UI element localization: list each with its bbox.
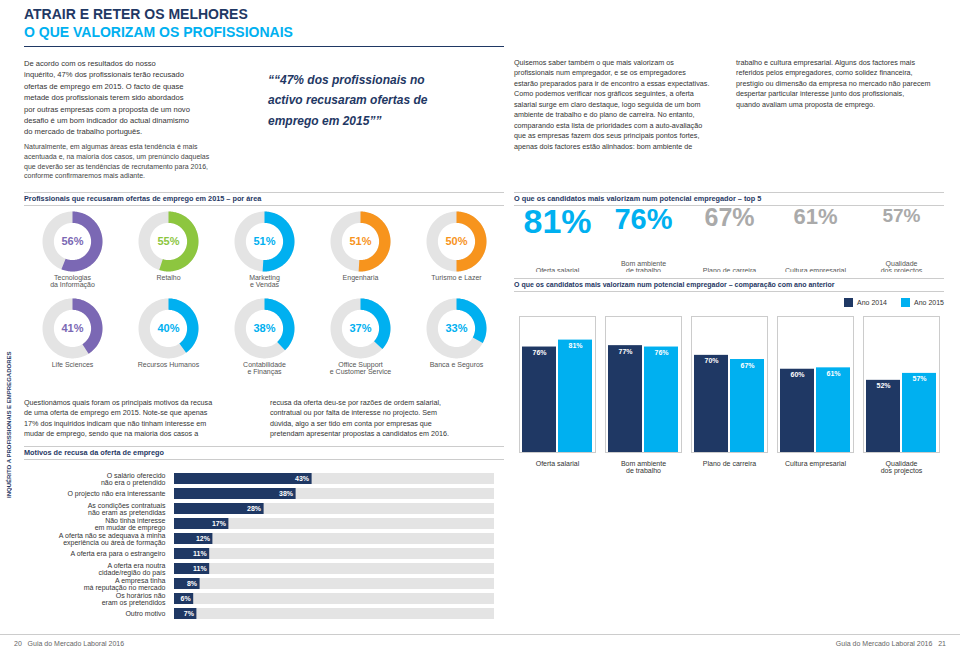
svg-text:7%: 7% xyxy=(184,610,195,617)
svg-text:Bom ambientede trabalho: Bom ambientede trabalho xyxy=(621,260,666,273)
svg-text:As condições contratuaisnão er: As condições contratuaisnão eram as pret… xyxy=(88,502,166,517)
svg-text:50%: 50% xyxy=(445,235,467,247)
svg-text:11%: 11% xyxy=(193,550,207,557)
svg-text:Engenharia: Engenharia xyxy=(343,274,379,282)
html-text:O QUE VALORIZAM OS PROFISSIONA: O QUE VALORIZAM OS PROFISSIONAIS xyxy=(24,24,293,40)
html-text:recusa da oferta deu-se por ra: recusa da oferta deu-se por razões de or… xyxy=(270,398,449,439)
svg-text:28%: 28% xyxy=(247,505,262,512)
svg-text:17%: 17% xyxy=(212,520,227,527)
svg-text:60%: 60% xyxy=(790,371,805,378)
html-text:Quisemos saber também o que ma: Quisemos saber também o que mais valoriz… xyxy=(514,58,710,151)
svg-text:40%: 40% xyxy=(157,322,179,334)
svg-text:76%: 76% xyxy=(654,349,669,356)
svg-text:Recursos Humanos: Recursos Humanos xyxy=(138,361,200,368)
svg-text:Cultura empresarial: Cultura empresarial xyxy=(785,460,847,468)
html-text:Profissionais que recusaram of: Profissionais que recusaram ofertas de e… xyxy=(24,194,262,203)
html-text:trabalho e cultura empresarial: trabalho e cultura empresarial. Alguns d… xyxy=(736,58,931,109)
svg-text:Outro motivo: Outro motivo xyxy=(125,610,165,617)
svg-text:Banca e Seguros: Banca e Seguros xyxy=(430,361,484,369)
html-text:Guia do Mercado Laboral 2016 2: Guia do Mercado Laboral 2016 21 xyxy=(835,640,946,647)
svg-text:Contabilidadee Finanças: Contabilidadee Finanças xyxy=(243,361,286,376)
svg-text:Qualidadedos projectos: Qualidadedos projectos xyxy=(881,260,923,273)
svg-text:38%: 38% xyxy=(279,490,294,497)
svg-text:Tecnologiasda Informação: Tecnologiasda Informação xyxy=(50,274,95,289)
html-text:Ano 2014: Ano 2014 xyxy=(857,298,887,306)
svg-text:77%: 77% xyxy=(618,348,633,355)
svg-text:67%: 67% xyxy=(740,361,755,368)
svg-text:Office Supporte Customer Servi: Office Supporte Customer Service xyxy=(330,361,392,375)
html-text:O que os candidatos mais valor: O que os candidatos mais valorizam num p… xyxy=(514,194,762,203)
svg-text:A oferta era para o estrangeir: A oferta era para o estrangeiro xyxy=(71,550,166,558)
html-text:Questionámos quais foram os pr: Questionámos quais foram os principais m… xyxy=(24,398,213,439)
svg-text:55%: 55% xyxy=(157,235,179,247)
svg-text:Bom ambientede trabalho: Bom ambientede trabalho xyxy=(621,460,666,474)
svg-text:12%: 12% xyxy=(196,535,211,542)
svg-text:76%: 76% xyxy=(532,349,547,356)
html-text:Motivos de recusa da oferta de: Motivos de recusa da oferta de emprego xyxy=(24,448,164,457)
svg-text:Não tinha interesseem mudar de: Não tinha interesseem mudar de emprego xyxy=(95,517,166,532)
svg-text:76%: 76% xyxy=(614,208,672,235)
svg-text:57%: 57% xyxy=(912,375,927,382)
svg-text:A empresa tinhamá reputação no: A empresa tinhamá reputação no mercado xyxy=(84,577,166,592)
svg-text:61%: 61% xyxy=(826,370,841,377)
svg-text:Life Sciences: Life Sciences xyxy=(52,361,94,368)
svg-text:Cultura empresarial: Cultura empresarial xyxy=(785,267,847,273)
svg-text:57%: 57% xyxy=(882,208,920,226)
html-text:ATRAIR E RETER OS MELHORES: ATRAIR E RETER OS MELHORES xyxy=(24,6,248,22)
svg-text:61%: 61% xyxy=(793,208,837,229)
svg-text:51%: 51% xyxy=(349,235,371,247)
svg-text:Plano de carreira: Plano de carreira xyxy=(703,460,756,467)
svg-text:A oferta não se adequava à min: A oferta não se adequava à minhaexperiên… xyxy=(59,532,166,547)
svg-text:51%: 51% xyxy=(253,235,275,247)
html-text:O que os candidatos mais valor: O que os candidatos mais valorizam num p… xyxy=(514,281,835,288)
svg-text:Retalho: Retalho xyxy=(156,274,180,281)
svg-text:Turismo e Lazer: Turismo e Lazer xyxy=(431,274,482,281)
svg-text:70%: 70% xyxy=(704,357,719,364)
svg-text:O projecto não era interessant: O projecto não era interessante xyxy=(67,490,165,498)
svg-text:11%: 11% xyxy=(193,565,207,572)
html-text:INQUÉRITO A PROFISSIONAIS E EM: INQUÉRITO A PROFISSIONAIS E EMPREGADORES xyxy=(6,351,12,499)
html-text:20 Guia do Mercado Laboral 201: 20 Guia do Mercado Laboral 2016 xyxy=(14,640,125,647)
svg-text:67%: 67% xyxy=(704,208,754,231)
svg-text:O salário oferecidonão era o p: O salário oferecidonão era o pretendido xyxy=(101,472,166,487)
svg-text:6%: 6% xyxy=(181,595,192,602)
svg-text:Oferta salarial: Oferta salarial xyxy=(536,460,580,467)
svg-text:33%: 33% xyxy=(445,322,467,334)
svg-text:56%: 56% xyxy=(61,235,83,247)
svg-text:37%: 37% xyxy=(349,322,371,334)
svg-text:Marketinge Vendas: Marketinge Vendas xyxy=(249,274,280,288)
svg-text:81%: 81% xyxy=(523,208,591,240)
svg-text:Oferta salarial: Oferta salarial xyxy=(536,267,580,273)
html-text:Naturalmente, em algumas áreas: Naturalmente, em algumas áreas esta tend… xyxy=(24,143,210,180)
svg-text:8%: 8% xyxy=(187,580,198,587)
html-text:De acordo com os resultados do: De acordo com os resultados do nosso inq… xyxy=(24,59,190,137)
svg-text:Plano de carreira: Plano de carreira xyxy=(703,267,756,273)
svg-text:Os horários nãoeram os pretend: Os horários nãoeram os pretendidos xyxy=(102,592,166,607)
svg-text:43%: 43% xyxy=(295,475,310,482)
svg-text:41%: 41% xyxy=(61,322,83,334)
html-text:““47% dos profissionais no act: ““47% dos profissionais no activo recusa… xyxy=(268,73,428,128)
svg-text:81%: 81% xyxy=(568,342,583,349)
svg-text:Qualidadedos projectos: Qualidadedos projectos xyxy=(881,460,923,475)
html-text:Ano 2015: Ano 2015 xyxy=(914,298,944,306)
svg-text:52%: 52% xyxy=(876,382,891,389)
svg-text:38%: 38% xyxy=(253,322,275,334)
svg-text:A oferta era noutracidade/regi: A oferta era noutracidade/região do país xyxy=(99,562,166,577)
